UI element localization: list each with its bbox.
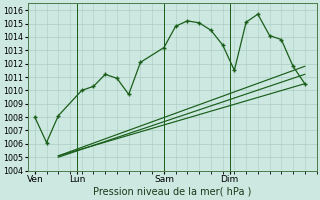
X-axis label: Pression niveau de la mer( hPa ): Pression niveau de la mer( hPa ): [93, 187, 251, 197]
